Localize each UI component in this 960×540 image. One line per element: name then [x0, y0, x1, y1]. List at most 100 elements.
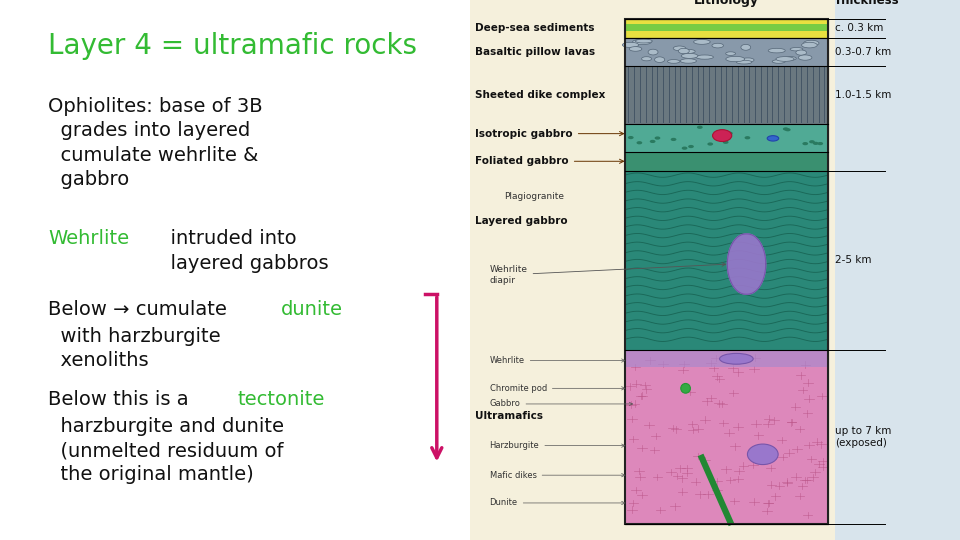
Bar [835, 0, 960, 540]
Ellipse shape [741, 44, 751, 50]
Text: Layer 4 = ultramafic rocks: Layer 4 = ultramafic rocks [48, 32, 417, 60]
Ellipse shape [767, 136, 779, 141]
Ellipse shape [682, 49, 695, 53]
Text: Deep-sea sediments: Deep-sea sediments [475, 24, 594, 33]
Ellipse shape [802, 42, 817, 48]
Circle shape [727, 132, 732, 135]
Bar [625, 24, 828, 31]
Circle shape [708, 143, 713, 146]
Bar [625, 19, 828, 38]
Ellipse shape [682, 53, 698, 58]
Text: Chromite pod: Chromite pod [490, 384, 625, 393]
Ellipse shape [681, 59, 696, 63]
Circle shape [785, 128, 791, 131]
Text: Ophiolites: base of 3B
  grades into layered
  cumulate wehrlite &
  gabbro: Ophiolites: base of 3B grades into layer… [48, 97, 263, 189]
Circle shape [697, 126, 703, 129]
Bar [625, 350, 828, 524]
Ellipse shape [772, 60, 785, 63]
Bar [625, 124, 828, 152]
Circle shape [809, 140, 815, 144]
Bar [625, 66, 828, 124]
Circle shape [817, 142, 823, 145]
Ellipse shape [694, 39, 710, 44]
Bar [625, 19, 828, 524]
Ellipse shape [712, 130, 732, 141]
Text: Sheeted dike complex: Sheeted dike complex [475, 90, 606, 100]
Ellipse shape [629, 46, 642, 51]
Text: Below → cumulate: Below → cumulate [48, 300, 233, 319]
Ellipse shape [726, 56, 745, 62]
Ellipse shape [712, 43, 724, 48]
Ellipse shape [785, 57, 796, 60]
Ellipse shape [673, 46, 685, 51]
Text: 0.3-0.7 km: 0.3-0.7 km [835, 47, 892, 57]
Text: Gabbro: Gabbro [490, 400, 633, 408]
Text: dunite: dunite [281, 300, 344, 319]
Text: Dunite: Dunite [490, 498, 625, 508]
Ellipse shape [622, 42, 638, 48]
Circle shape [688, 145, 694, 148]
Text: tectonite: tectonite [237, 390, 324, 409]
Circle shape [803, 142, 808, 145]
Ellipse shape [679, 48, 689, 53]
Text: with harzburgite
  xenoliths: with harzburgite xenoliths [48, 327, 221, 370]
Bar [625, 66, 828, 124]
Bar [625, 152, 828, 171]
Bar [625, 38, 828, 66]
Text: Lithology: Lithology [694, 0, 758, 7]
Circle shape [782, 127, 788, 131]
Circle shape [650, 140, 656, 143]
Text: harzburgite and dunite
  (unmelted residuum of
  the original mantle): harzburgite and dunite (unmelted residuu… [48, 417, 284, 484]
Ellipse shape [648, 49, 658, 55]
Ellipse shape [742, 58, 754, 62]
Ellipse shape [748, 444, 779, 464]
Text: Layered gabbro: Layered gabbro [475, 216, 567, 226]
Bar [625, 350, 828, 524]
Ellipse shape [768, 48, 785, 53]
Circle shape [682, 146, 687, 150]
Text: up to 7 km
(exposed): up to 7 km (exposed) [835, 426, 892, 448]
Text: Basaltic pillow lavas: Basaltic pillow lavas [475, 47, 595, 57]
Ellipse shape [655, 57, 664, 63]
Text: Below this is a: Below this is a [48, 390, 195, 409]
Circle shape [671, 138, 677, 141]
Text: Isotropic gabbro: Isotropic gabbro [475, 129, 624, 139]
Text: Wehrlite
diapir: Wehrlite diapir [490, 262, 726, 285]
Ellipse shape [720, 353, 754, 364]
Bar [625, 171, 828, 350]
Circle shape [655, 137, 660, 140]
Text: Typical
Thickness: Typical Thickness [833, 0, 899, 7]
Ellipse shape [696, 55, 713, 59]
Ellipse shape [776, 57, 794, 62]
Ellipse shape [790, 48, 803, 51]
Text: 2-5 km: 2-5 km [835, 255, 872, 266]
Ellipse shape [633, 39, 652, 45]
Bar [625, 171, 828, 350]
Text: Plagiogranite: Plagiogranite [504, 192, 564, 201]
Polygon shape [728, 234, 766, 294]
Ellipse shape [667, 59, 680, 63]
Bar [625, 124, 828, 152]
Ellipse shape [804, 40, 819, 46]
Text: Mafic dikes: Mafic dikes [490, 471, 625, 480]
Ellipse shape [799, 55, 812, 60]
Text: Ultramafics: Ultramafics [475, 411, 543, 421]
Bar [470, 0, 960, 540]
Text: intruded into
  layered gabbros: intruded into layered gabbros [158, 230, 329, 273]
Ellipse shape [681, 383, 690, 393]
Bar [625, 152, 828, 171]
Ellipse shape [736, 60, 752, 64]
Circle shape [813, 141, 819, 145]
Bar [625, 350, 828, 368]
Bar [625, 38, 828, 66]
Ellipse shape [726, 52, 735, 56]
Ellipse shape [636, 39, 653, 43]
Text: Wehrlite: Wehrlite [490, 356, 625, 365]
Text: c. 0.3 km: c. 0.3 km [835, 24, 884, 33]
Text: Foliated gabbro: Foliated gabbro [475, 156, 624, 166]
Text: Wehrlite: Wehrlite [48, 230, 130, 248]
Circle shape [628, 136, 634, 139]
Text: Harzburgite: Harzburgite [490, 441, 625, 450]
Ellipse shape [641, 57, 652, 61]
Ellipse shape [796, 50, 806, 55]
